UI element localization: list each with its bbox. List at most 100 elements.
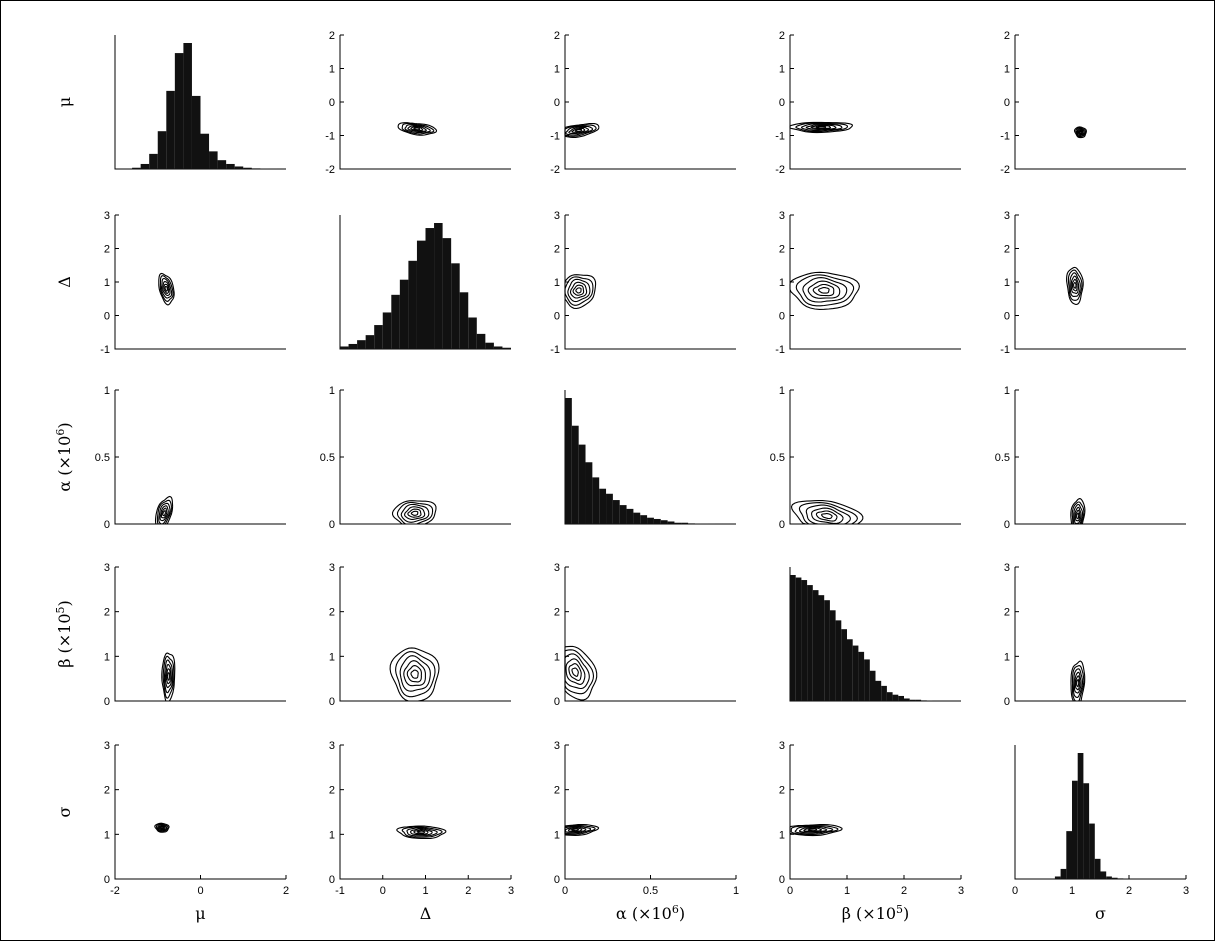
panel-axes — [564, 35, 736, 170]
contour-line — [1075, 675, 1081, 691]
panel-axes — [1014, 567, 1186, 702]
contour-line — [565, 125, 594, 136]
y-tick-label: 0 — [329, 519, 335, 531]
histogram-bar — [1054, 876, 1061, 879]
panel-1-0: -1 0 1 2 3 — [100, 210, 286, 356]
histogram-bar — [251, 168, 261, 169]
y-tick-label: 0 — [104, 696, 110, 708]
panel-2-0: 00.51 — [95, 385, 286, 531]
panel-4-4: 0 1 2 3 — [1012, 745, 1189, 897]
contour-line — [818, 287, 830, 294]
y-tick-label: -2 — [325, 164, 335, 176]
panel-1-1 — [339, 215, 511, 350]
y-tick-label: 1 — [1004, 64, 1010, 76]
y-tick-label: 1 — [329, 64, 335, 76]
histogram-bar — [140, 163, 150, 169]
histogram-bar — [921, 700, 927, 701]
panel-3-0: 0 1 2 3 — [104, 562, 286, 708]
contour-line — [1067, 269, 1083, 301]
contour-line — [811, 507, 844, 524]
panel-axes — [789, 215, 961, 350]
y-tick-label: 2 — [104, 244, 110, 256]
y-tick-label: 2 — [554, 244, 560, 256]
y-tick-label: 3 — [554, 740, 560, 752]
y-tick-label: 2 — [779, 30, 785, 42]
panel-1-4: -1 0 1 2 3 — [1000, 210, 1186, 356]
y-tick-label: 2 — [779, 785, 785, 797]
y-tick-label: 1 — [329, 385, 335, 397]
y-tick-label: 1 — [779, 385, 785, 397]
contour-line — [164, 286, 168, 292]
contour-line — [162, 510, 166, 517]
histogram-bar — [459, 292, 469, 349]
panel-3-1: 0 1 2 3 — [329, 562, 511, 708]
y-tick-label: 0 — [329, 97, 335, 109]
y-tick-label: -1 — [775, 131, 785, 143]
y-tick-label: -1 — [775, 344, 785, 356]
contour-line — [401, 826, 443, 838]
y-tick-label: 0.5 — [770, 452, 785, 464]
histogram-bar — [858, 651, 865, 701]
panel-4-2: 0 1 2 3 0 0.5 1 — [554, 740, 739, 897]
contour-line — [396, 825, 447, 840]
histogram-bar — [881, 685, 887, 701]
x-axis-label: β (×105) — [842, 903, 910, 924]
contour-line — [162, 281, 171, 297]
contour-line — [564, 826, 587, 833]
histogram-bar — [795, 577, 802, 701]
histogram-bar — [149, 153, 158, 169]
contour-line — [404, 124, 431, 134]
contour-line — [159, 275, 174, 302]
histogram-bar — [391, 294, 400, 349]
y-tick-label: 2 — [329, 607, 335, 619]
contour-line — [815, 125, 827, 129]
contour-line — [812, 283, 835, 297]
y-tick-label: 0 — [1004, 696, 1010, 708]
x-tick-label: -2 — [110, 885, 120, 897]
histogram-bar — [174, 53, 184, 169]
contour-line — [407, 125, 427, 133]
histogram-bar — [667, 521, 675, 524]
panel-2-3: 00.51 — [770, 385, 961, 531]
x-tick-label: 1 — [1069, 885, 1075, 897]
contour-line — [805, 504, 851, 525]
contour-line — [810, 125, 831, 130]
contour-line — [564, 653, 590, 690]
histogram-bar — [1094, 858, 1101, 879]
panel-axes — [339, 567, 511, 702]
histogram-bar — [1072, 780, 1078, 879]
y-tick-label: 1 — [779, 277, 785, 289]
histogram-bar — [606, 493, 613, 524]
contour-line — [403, 660, 426, 687]
panel-1-3: -1 0 1 2 3 — [775, 210, 961, 356]
histogram-bar — [886, 692, 893, 701]
panel-0-3: -2 -1 0 1 2 — [775, 30, 961, 176]
histogram-bar — [864, 659, 870, 701]
contour-line — [163, 659, 174, 694]
histogram-bar — [502, 347, 511, 349]
x-tick-label: 3 — [958, 885, 964, 897]
panel-axes — [114, 745, 286, 880]
contour-line — [807, 828, 818, 832]
y-tick-label: 0 — [554, 311, 560, 323]
contour-line — [789, 271, 860, 310]
contour-line — [815, 510, 838, 522]
contour-line — [158, 824, 166, 831]
contour-line — [569, 281, 588, 299]
histogram-bar — [633, 512, 641, 524]
y-tick-label: 0 — [554, 874, 560, 886]
histogram-bar — [653, 518, 661, 524]
panel-axes — [339, 35, 511, 170]
histogram-bar — [915, 699, 922, 701]
y-tick-label: 3 — [329, 562, 335, 574]
contour-line — [410, 669, 419, 679]
x-tick-label: 2 — [465, 885, 471, 897]
panel-2-2 — [564, 390, 736, 525]
y-tick-label: 2 — [1004, 607, 1010, 619]
contour-line — [1075, 509, 1081, 522]
panel-axes — [789, 745, 961, 880]
x-tick-label: 1 — [844, 885, 850, 897]
y-tick-label: 2 — [1004, 244, 1010, 256]
histogram-bar — [824, 600, 830, 701]
